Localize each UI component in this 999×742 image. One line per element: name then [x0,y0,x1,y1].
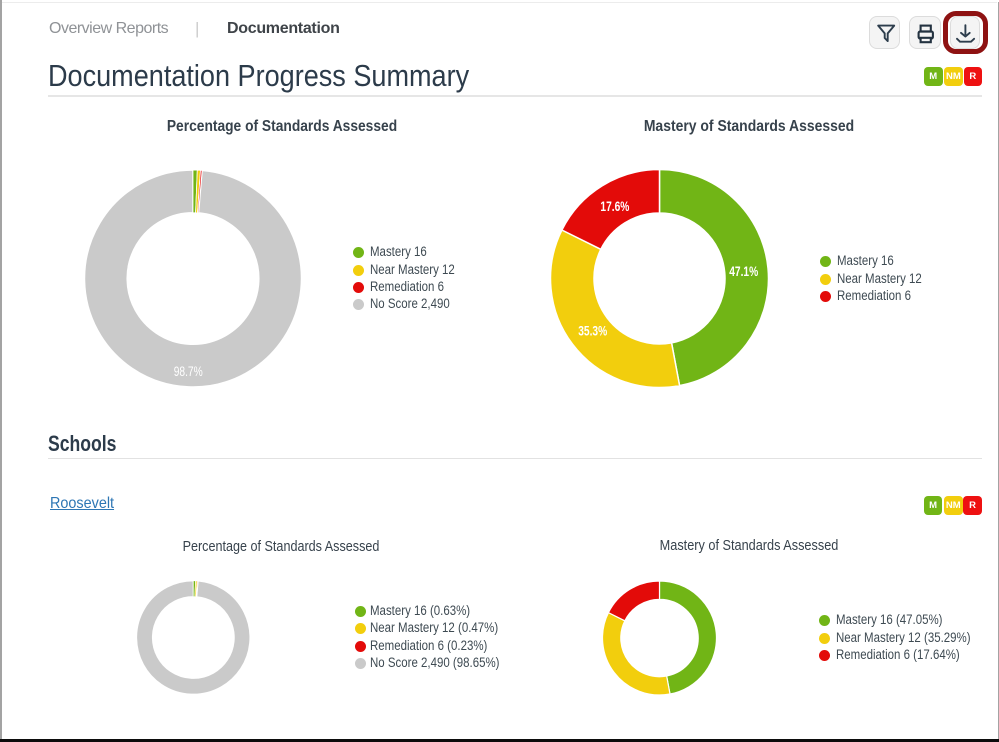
svg-text:17.6%: 17.6% [600,199,629,214]
svg-text:35.3%: 35.3% [578,324,607,339]
svg-text:47.1%: 47.1% [729,264,758,279]
svg-text:98.7%: 98.7% [174,364,203,379]
